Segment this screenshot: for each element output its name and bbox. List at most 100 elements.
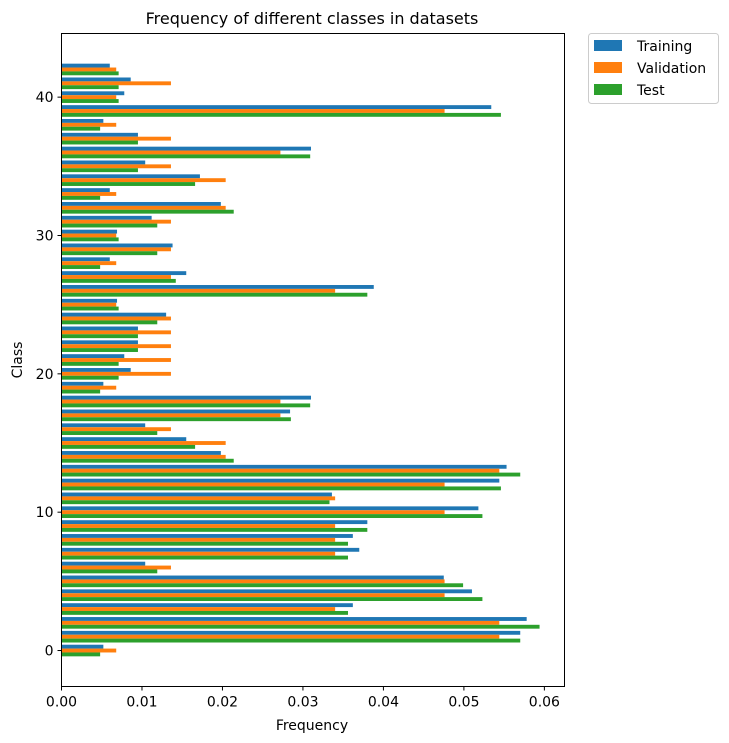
bar-test-class-27 [61, 278, 176, 283]
bar-validation-class-30 [61, 233, 117, 238]
bar-training-class-14 [61, 451, 221, 455]
bar-test-class-28 [61, 265, 101, 269]
bar-test-class-31 [61, 223, 158, 228]
bar-validation-class-19 [61, 385, 117, 390]
bar-training-class-28 [61, 257, 110, 262]
bar-test-class-35 [61, 168, 138, 173]
y-axis-label: Class [10, 342, 26, 379]
bar-test-class-32 [61, 209, 234, 214]
bar-test-class-40 [61, 99, 119, 103]
bar-validation-class-14 [61, 454, 226, 459]
x-tick-label: 0.04 [368, 695, 399, 711]
bar-test-class-19 [61, 389, 101, 394]
bar-validation-class-12 [61, 482, 445, 487]
bar-test-class-8 [61, 541, 349, 546]
bar-validation-class-10 [61, 510, 445, 515]
y-tick-label: 30 [36, 228, 54, 244]
bar-training-class-12 [61, 478, 500, 483]
bar-validation-class-0 [61, 648, 117, 653]
bar-validation-class-8 [61, 537, 336, 542]
bar-training-class-7 [61, 547, 360, 552]
bar-training-class-22 [61, 340, 138, 345]
bar-training-class-25 [61, 298, 118, 303]
bar-test-class-2 [61, 624, 540, 629]
bar-validation-class-2 [61, 620, 500, 625]
bar-validation-class-35 [61, 164, 171, 169]
bar-validation-class-11 [61, 496, 336, 501]
bar-training-class-13 [61, 464, 507, 469]
bar-training-class-19 [61, 381, 104, 386]
bar-validation-class-5 [61, 579, 445, 584]
chart-title: Frequency of different classes in datase… [146, 9, 479, 28]
bar-validation-class-23 [61, 330, 171, 335]
bar-validation-class-32 [61, 205, 226, 210]
bar-test-class-25 [61, 306, 119, 311]
legend-label-test: Test [636, 83, 665, 99]
bar-training-class-9 [61, 520, 368, 525]
bar-test-class-6 [61, 569, 158, 574]
bar-test-class-0 [61, 652, 101, 657]
bar-validation-class-41 [61, 81, 171, 86]
bar-test-class-30 [61, 237, 119, 242]
bar-training-class-31 [61, 215, 152, 220]
x-tick-label: 0.00 [46, 695, 77, 711]
bar-validation-class-28 [61, 261, 117, 266]
bar-test-class-11 [61, 500, 330, 505]
bar-validation-class-21 [61, 358, 171, 362]
bar-validation-class-7 [61, 551, 336, 556]
bar-training-class-18 [61, 395, 311, 400]
bar-validation-class-38 [61, 122, 117, 127]
bar-test-class-24 [61, 320, 158, 325]
bar-training-class-6 [61, 561, 146, 566]
bar-validation-class-17 [61, 413, 281, 418]
legend-label-training: Training [636, 39, 692, 55]
bar-test-class-4 [61, 597, 483, 602]
legend: Training Validation Test [588, 33, 719, 104]
bar-test-class-14 [61, 458, 234, 463]
bar-training-class-10 [61, 506, 479, 511]
bar-validation-class-6 [61, 565, 171, 570]
bar-validation-class-24 [61, 316, 171, 321]
bar-training-class-24 [61, 312, 167, 317]
bar-training-class-17 [61, 409, 291, 414]
bar-training-class-20 [61, 368, 131, 372]
bar-test-class-5 [61, 583, 464, 588]
legend-swatch-validation [594, 62, 622, 73]
bar-test-class-39 [61, 112, 501, 117]
bar-training-class-29 [61, 243, 173, 248]
bar-test-class-3 [61, 610, 349, 615]
bar-validation-class-39 [61, 109, 445, 113]
bar-training-class-38 [61, 118, 104, 123]
bar-training-class-4 [61, 589, 472, 594]
bar-test-class-36 [61, 154, 311, 159]
bar-training-class-27 [61, 271, 187, 276]
bar-validation-class-13 [61, 468, 500, 473]
bar-validation-class-9 [61, 524, 336, 528]
bar-test-class-42 [61, 71, 119, 76]
bar-training-class-30 [61, 229, 118, 234]
bar-training-class-21 [61, 354, 125, 359]
bar-training-class-41 [61, 77, 131, 82]
bar-test-class-29 [61, 251, 158, 256]
bar-test-class-38 [61, 126, 101, 131]
bar-test-class-17 [61, 417, 291, 422]
bar-validation-class-40 [61, 95, 117, 100]
bar-training-class-36 [61, 146, 311, 151]
bar-test-class-21 [61, 361, 119, 366]
bar-validation-class-15 [61, 441, 226, 445]
bar-training-class-11 [61, 492, 332, 497]
bars-group [61, 63, 540, 657]
bar-validation-class-34 [61, 178, 226, 183]
legend-swatch-training [594, 40, 622, 51]
bar-test-class-34 [61, 182, 196, 186]
bar-validation-class-31 [61, 219, 171, 224]
bar-validation-class-20 [61, 371, 171, 376]
bar-training-class-3 [61, 603, 353, 608]
bar-training-class-33 [61, 188, 110, 193]
legend-swatch-test [594, 84, 622, 95]
bar-training-class-5 [61, 575, 444, 580]
y-axis-ticks: 0 10 20 30 40 [36, 90, 62, 660]
bar-test-class-20 [61, 375, 119, 380]
bar-validation-class-33 [61, 192, 117, 196]
bar-validation-class-16 [61, 427, 171, 432]
